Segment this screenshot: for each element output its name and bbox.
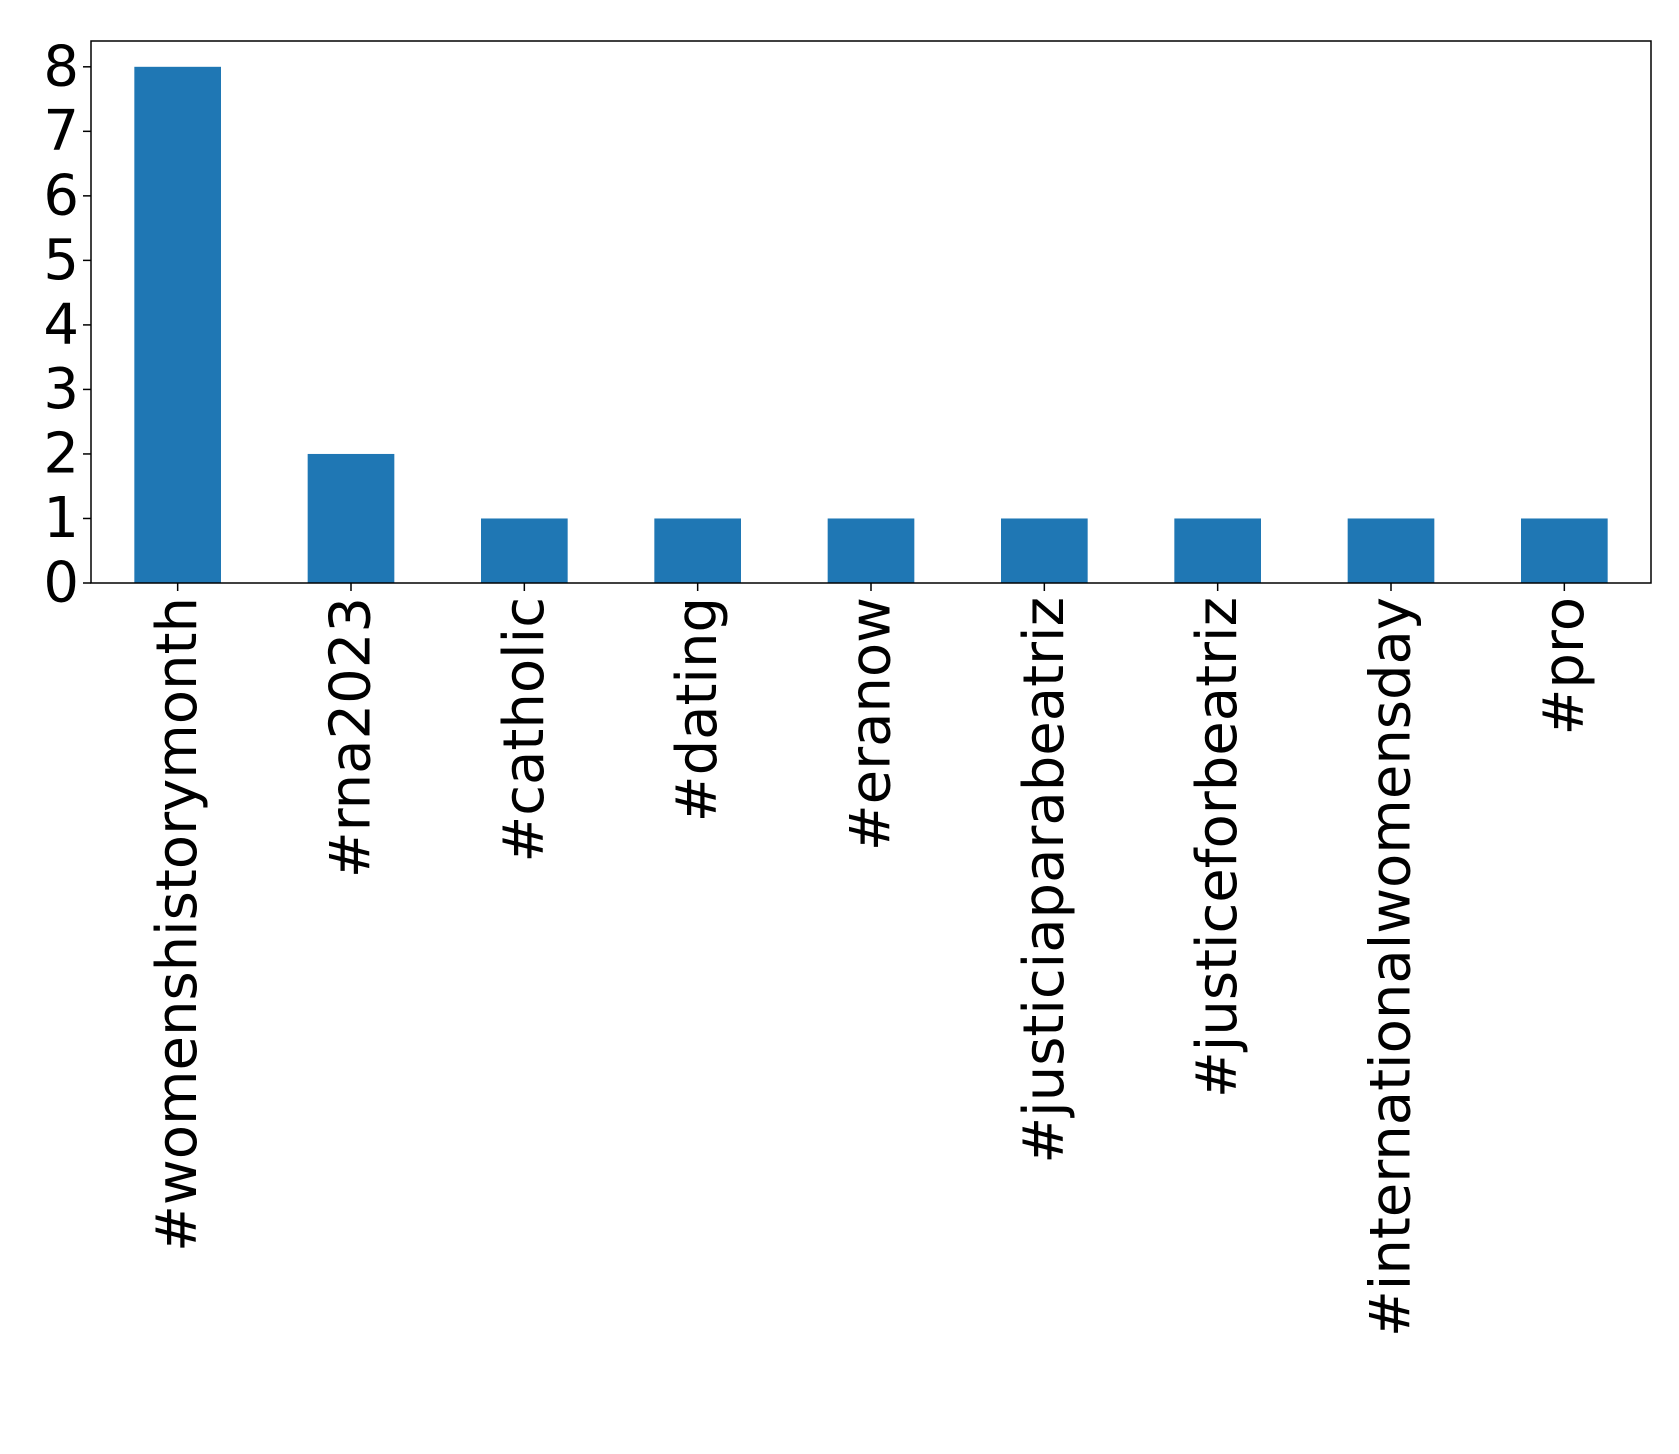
bar [1521, 518, 1608, 583]
y-tick-label: 5 [43, 228, 79, 293]
bar [827, 518, 915, 583]
x-tick-label: #rna2023 [319, 597, 384, 878]
x-tick-label: #womenshistorymonth [145, 597, 210, 1252]
y-tick-label: 8 [43, 34, 79, 99]
y-tick-label: 0 [43, 551, 79, 616]
x-tick-label: #justiceforbeatriz [1185, 597, 1250, 1098]
y-tick-label: 6 [43, 163, 79, 228]
y-tick-label: 7 [43, 99, 79, 164]
x-axis: #womenshistorymonth #rna2023 #catholic #dat… [145, 583, 1597, 1337]
bar [654, 518, 741, 583]
bar [1347, 518, 1435, 583]
bar [481, 518, 568, 583]
bar [1001, 518, 1088, 583]
bar [1174, 518, 1261, 583]
x-tick-label: #eranow [839, 597, 904, 851]
x-tick-label: #catholic [492, 597, 557, 863]
x-tick-label: #justiciaparabeatriz [1012, 597, 1077, 1164]
y-tick-label: 1 [43, 486, 79, 551]
y-tick-label: 3 [43, 357, 79, 422]
bar [134, 66, 221, 584]
bar [307, 453, 395, 583]
y-tick-label: 2 [43, 421, 79, 486]
bars-group [134, 66, 1608, 584]
x-tick-label: #internationalwomensday [1359, 597, 1424, 1337]
y-tick-label: 4 [43, 292, 79, 357]
x-tick-label: #dating [665, 597, 730, 822]
x-tick-label: #pro [1532, 597, 1597, 736]
